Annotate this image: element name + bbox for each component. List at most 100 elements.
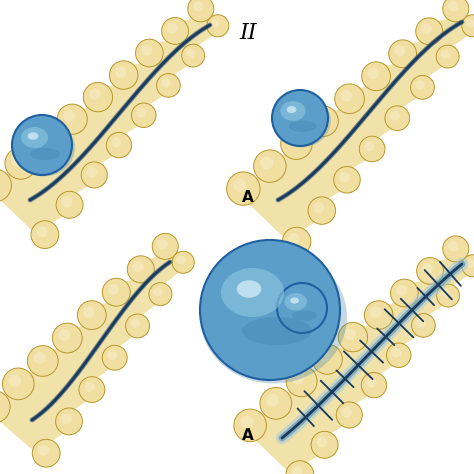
Circle shape	[182, 44, 204, 67]
Circle shape	[341, 407, 352, 418]
Circle shape	[0, 169, 11, 201]
Circle shape	[167, 23, 178, 34]
Ellipse shape	[21, 127, 48, 148]
Circle shape	[336, 402, 362, 428]
Circle shape	[392, 348, 401, 358]
Circle shape	[233, 179, 246, 192]
Circle shape	[441, 289, 450, 298]
Ellipse shape	[281, 101, 306, 121]
Ellipse shape	[242, 317, 312, 345]
Circle shape	[141, 45, 152, 56]
Circle shape	[32, 439, 60, 467]
Ellipse shape	[272, 94, 331, 147]
Ellipse shape	[284, 293, 307, 310]
Circle shape	[131, 103, 156, 128]
Circle shape	[390, 111, 400, 120]
Circle shape	[287, 134, 300, 147]
Circle shape	[314, 202, 325, 213]
Circle shape	[366, 377, 376, 388]
Circle shape	[448, 1, 458, 11]
Circle shape	[109, 61, 138, 89]
Circle shape	[341, 90, 353, 102]
Circle shape	[128, 256, 154, 283]
Circle shape	[286, 366, 317, 397]
Text: A: A	[242, 191, 254, 206]
Circle shape	[441, 50, 450, 59]
Circle shape	[254, 150, 286, 182]
Circle shape	[188, 0, 214, 22]
Circle shape	[149, 283, 172, 306]
Circle shape	[314, 112, 326, 124]
Circle shape	[157, 238, 168, 249]
Circle shape	[111, 137, 121, 147]
Circle shape	[86, 167, 97, 178]
Circle shape	[389, 40, 417, 68]
Circle shape	[385, 106, 410, 130]
Circle shape	[308, 197, 336, 224]
Circle shape	[466, 259, 474, 268]
Circle shape	[443, 0, 469, 22]
Ellipse shape	[292, 310, 317, 320]
Circle shape	[56, 191, 83, 218]
Circle shape	[396, 285, 407, 296]
Circle shape	[318, 350, 330, 362]
Ellipse shape	[30, 148, 60, 160]
Circle shape	[415, 80, 425, 90]
Circle shape	[83, 307, 95, 318]
Polygon shape	[0, 1, 218, 243]
Circle shape	[126, 314, 149, 338]
Circle shape	[308, 106, 338, 137]
Circle shape	[5, 147, 36, 179]
Circle shape	[152, 233, 178, 259]
Circle shape	[154, 287, 163, 296]
Circle shape	[317, 437, 327, 447]
Circle shape	[227, 172, 260, 205]
Circle shape	[55, 408, 82, 435]
Circle shape	[312, 344, 342, 374]
Circle shape	[339, 172, 350, 182]
Circle shape	[462, 255, 474, 277]
Circle shape	[292, 466, 303, 474]
Circle shape	[62, 197, 72, 208]
Circle shape	[2, 368, 34, 400]
Circle shape	[437, 284, 459, 307]
Circle shape	[81, 162, 107, 188]
Ellipse shape	[221, 268, 284, 317]
Circle shape	[58, 329, 70, 341]
Text: IV: IV	[236, 252, 260, 274]
Circle shape	[443, 236, 469, 262]
Circle shape	[260, 156, 273, 169]
Circle shape	[115, 66, 127, 78]
Circle shape	[84, 382, 94, 392]
Circle shape	[370, 307, 382, 318]
Circle shape	[362, 62, 391, 91]
Circle shape	[234, 409, 266, 442]
Circle shape	[156, 73, 180, 97]
Circle shape	[177, 255, 185, 264]
Polygon shape	[243, 1, 473, 250]
Circle shape	[286, 461, 314, 474]
Circle shape	[34, 352, 46, 364]
Circle shape	[106, 132, 132, 158]
Circle shape	[361, 373, 387, 398]
Circle shape	[63, 110, 75, 122]
Circle shape	[193, 1, 203, 11]
Circle shape	[27, 346, 58, 376]
Ellipse shape	[237, 280, 261, 298]
Polygon shape	[250, 241, 473, 474]
Circle shape	[57, 104, 87, 134]
Circle shape	[417, 257, 444, 284]
Circle shape	[365, 141, 375, 152]
Circle shape	[344, 328, 356, 340]
Ellipse shape	[277, 287, 329, 334]
Circle shape	[137, 108, 146, 118]
Circle shape	[462, 15, 474, 37]
Circle shape	[107, 350, 117, 360]
Circle shape	[277, 283, 327, 333]
Circle shape	[11, 154, 24, 166]
Circle shape	[334, 166, 360, 193]
Circle shape	[36, 226, 48, 237]
Circle shape	[288, 233, 300, 244]
Ellipse shape	[12, 119, 75, 176]
Circle shape	[466, 19, 474, 28]
